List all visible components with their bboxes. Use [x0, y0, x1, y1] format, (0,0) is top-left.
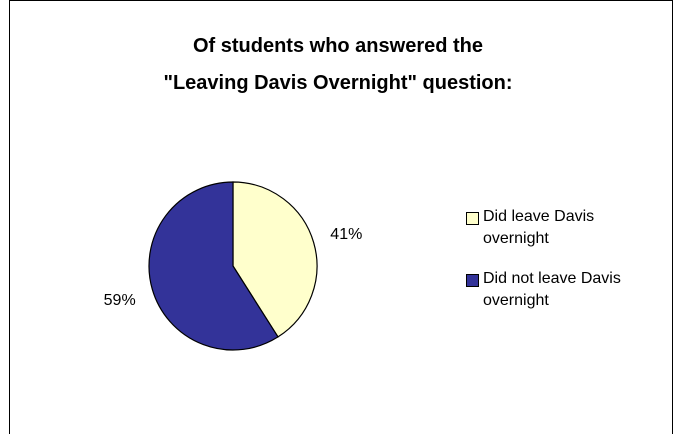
legend-label-did-leave-line-2: overnight [483, 230, 549, 247]
legend-swatch-did-leave [466, 212, 479, 225]
pie-label-0: 41% [330, 226, 362, 243]
pie-slice-1 [148, 181, 279, 351]
legend-label-did-not-leave-line-1: Did not leave Davis [483, 270, 621, 287]
pie-label-1: 59% [104, 292, 136, 309]
chart-title-line-1: Of students who answered the [192, 35, 484, 57]
legend-item-did-leave: Did leave Davis overnight [466, 206, 676, 250]
legend-swatch-did-not-leave [466, 274, 479, 287]
legend-label-did-leave: Did leave Davis overnight [483, 206, 676, 250]
chart-area [9, 0, 673, 434]
legend-label-did-not-leave: Did not leave Davis overnight [483, 268, 676, 312]
legend-label-did-not-leave-line-2: overnight [483, 292, 549, 309]
chart-title-line-2: "Leaving Davis Overnight" question: [163, 72, 513, 94]
legend-item-did-not-leave: Did not leave Davis overnight [466, 268, 676, 312]
legend-label-did-leave-line-1: Did leave Davis [483, 208, 595, 225]
